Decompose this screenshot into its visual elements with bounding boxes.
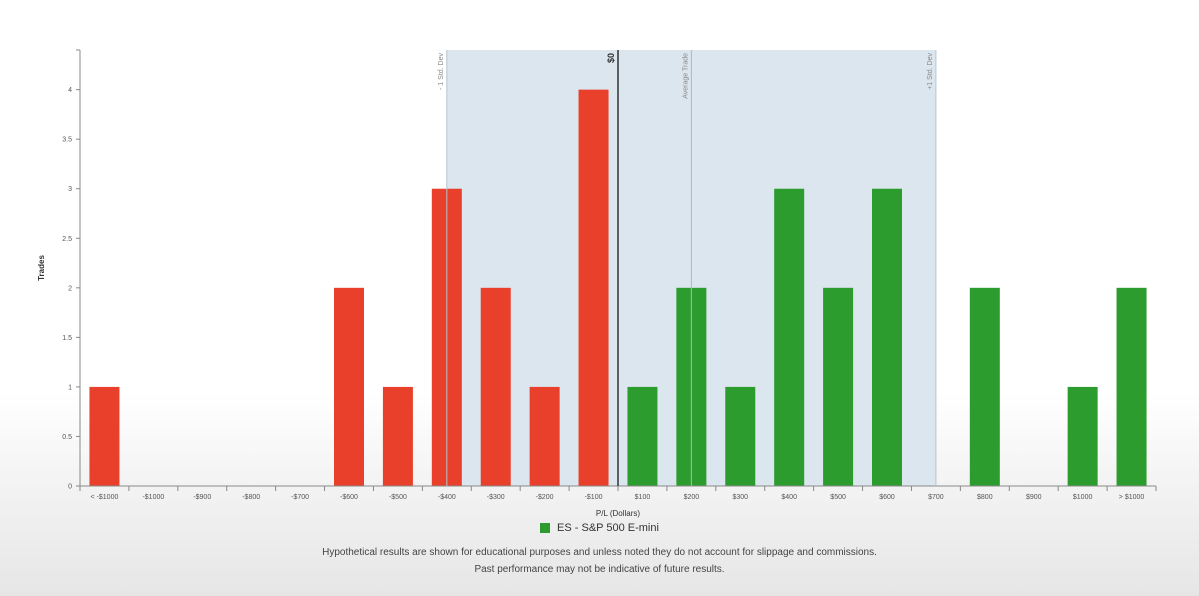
x-axis-title: P/L (Dollars): [596, 509, 640, 518]
bar-20[interactable]: [1067, 386, 1098, 486]
y-tick-label-1: 0.5: [62, 434, 72, 441]
bar-11[interactable]: [627, 386, 658, 486]
x-tick-label-14: $400: [781, 494, 797, 501]
x-tick-label-7: -$400: [438, 494, 456, 501]
y-tick-label-0: 0: [68, 484, 72, 491]
bar-13[interactable]: [725, 386, 756, 486]
bar-0[interactable]: [89, 386, 120, 486]
y-axis-title: Trades: [37, 255, 46, 281]
y-tick-label-6: 3: [68, 186, 72, 193]
x-tick-label-0: < -$1000: [91, 494, 119, 501]
x-tick-label-19: $900: [1026, 494, 1042, 501]
x-tick-label-11: $100: [635, 494, 651, 501]
bar-15[interactable]: [823, 287, 854, 486]
y-tick-label-7: 3.5: [62, 137, 72, 144]
x-tick-label-9: -$200: [536, 494, 554, 501]
plus-std-dev-label: +1 Std. Dev: [927, 53, 934, 90]
disclaimer-line-2: Past performance may not be indicative o…: [474, 564, 725, 575]
y-tick-label-8: 4: [68, 87, 72, 94]
legend-swatch-es: [540, 523, 551, 533]
zero-label: $0: [606, 53, 616, 63]
bar-10[interactable]: [578, 89, 609, 487]
x-tick-label-10: -$100: [585, 494, 603, 501]
bar-6[interactable]: [382, 386, 413, 486]
bar-5[interactable]: [334, 287, 364, 486]
minus-std-dev-label: - 1 Std. Dev: [438, 53, 445, 90]
bar-14[interactable]: [774, 188, 805, 486]
legend-label-es: ES - S&P 500 E-mini: [557, 522, 659, 534]
bar-8[interactable]: [480, 287, 511, 486]
x-tick-label-16: $600: [879, 494, 895, 501]
x-tick-label-21: > $1000: [1119, 494, 1145, 501]
x-tick-label-12: $200: [684, 494, 700, 501]
average-trade-label: Average Trade: [682, 53, 689, 99]
x-tick-label-2: -$900: [193, 494, 211, 501]
bar-16[interactable]: [872, 188, 902, 486]
x-tick-label-13: $300: [732, 494, 748, 501]
y-tick-label-3: 1.5: [62, 335, 72, 342]
x-tick-label-8: -$300: [487, 494, 505, 501]
bar-9[interactable]: [529, 386, 560, 486]
bar-21[interactable]: [1116, 287, 1147, 486]
x-tick-label-20: $1000: [1073, 494, 1093, 501]
x-tick-label-6: -$500: [389, 494, 407, 501]
pl-histogram-chart: 0 0.5 1 1.5 2 2.5 3 3.5 4 < -$1000 -$1000 -$900 -$80…: [37, 49, 1157, 518]
marker-layer: - 1 Std. Dev $0 Average Trade +1 Std. Dev: [438, 50, 937, 486]
y-tick-label-5: 2.5: [62, 236, 72, 243]
x-tick-label-15: $500: [830, 494, 846, 501]
x-tick-label-18: $800: [977, 494, 993, 501]
disclaimer-line-1: Hypothetical results are shown for educa…: [322, 547, 877, 558]
axis-layer: 0 0.5 1 1.5 2 2.5 3 3.5 4 < -$1000 -$1000 -$900 -$80…: [62, 49, 1157, 501]
bar-18[interactable]: [969, 287, 1000, 486]
x-tick-label-5: -$600: [340, 494, 358, 501]
chart-legend[interactable]: ES - S&P 500 E-mini: [0, 522, 1199, 534]
x-tick-label-17: $700: [928, 494, 944, 501]
y-tick-label-2: 1: [68, 384, 72, 391]
x-tick-label-1: -$1000: [142, 494, 164, 501]
x-tick-label-3: -$800: [242, 494, 260, 501]
y-tick-label-4: 2: [68, 285, 72, 292]
x-tick-label-4: -$700: [291, 494, 309, 501]
